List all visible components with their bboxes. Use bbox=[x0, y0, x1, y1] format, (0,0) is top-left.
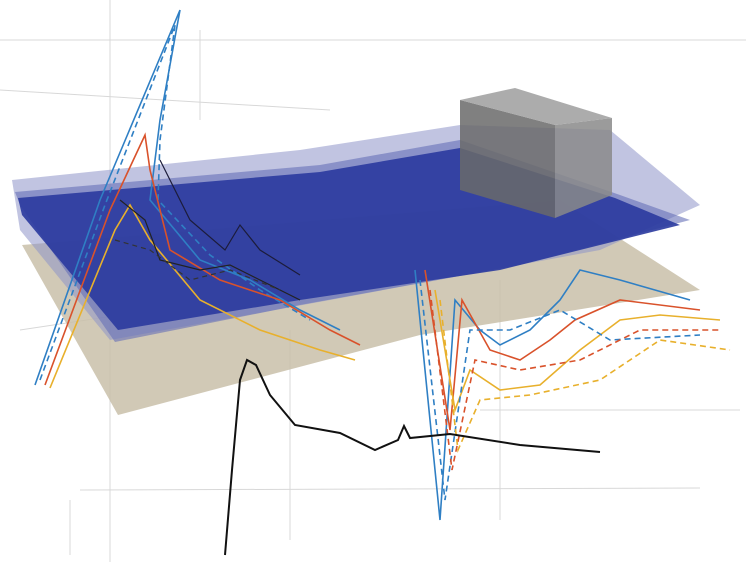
black-curve bbox=[225, 360, 600, 555]
grid-line bbox=[80, 488, 700, 490]
scene bbox=[0, 0, 746, 562]
